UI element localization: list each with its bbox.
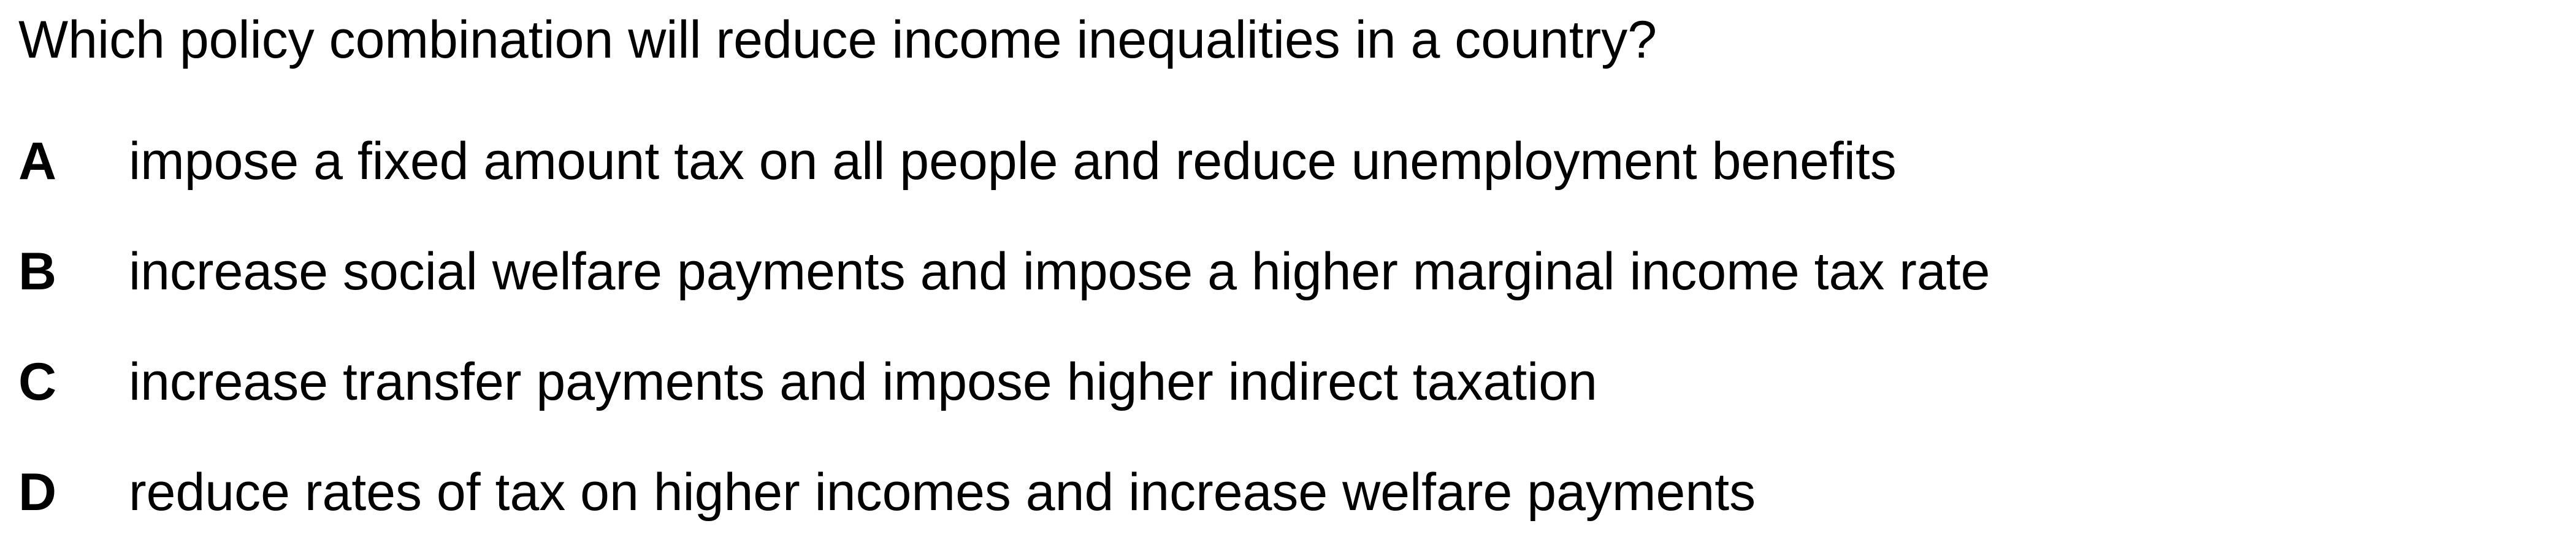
option-letter: C — [18, 353, 57, 411]
option-text: reduce rates of tax on higher incomes an… — [129, 463, 1756, 522]
option-text: increase social welfare payments and imp… — [129, 242, 1990, 301]
option-text: impose a fixed amount tax on all people … — [129, 132, 1897, 191]
question-stem: Which policy combination will reduce inc… — [18, 10, 1657, 69]
option-letter: B — [18, 242, 57, 301]
option-text: increase transfer payments and impose hi… — [129, 353, 1597, 411]
option-letter: A — [18, 132, 57, 191]
option-letter: D — [18, 463, 57, 522]
